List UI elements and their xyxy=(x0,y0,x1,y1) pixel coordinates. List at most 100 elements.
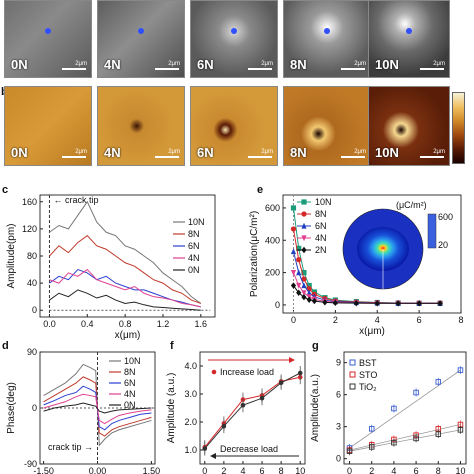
chart-c-ytick-label: 160 xyxy=(22,197,37,207)
chart-g-xtick-label: 8 xyxy=(436,466,441,474)
chart-f-xtick-label: 2 xyxy=(221,466,226,474)
panel-a-tile-10n: 10N 2μm xyxy=(368,0,450,78)
chart-e-point xyxy=(301,276,307,282)
chart-e-legend-marker xyxy=(301,222,307,229)
chart-g-fit-line xyxy=(349,424,461,451)
chart-c-xtick-label: 1.2 xyxy=(157,319,170,329)
chart-e-point xyxy=(301,290,307,296)
colorbar xyxy=(452,92,465,164)
scale-bar xyxy=(155,68,179,70)
tip-marker xyxy=(231,27,237,34)
scale-bar-label: 2μm xyxy=(261,61,273,67)
chart-g-xtick-label: 10 xyxy=(455,466,465,474)
chart-c-series-6n xyxy=(49,268,201,308)
chart-g-ylabel: Amplitude(a.u.) xyxy=(310,374,321,442)
chart-g-point xyxy=(368,426,375,432)
chart-e-xtick-label: 0 xyxy=(291,315,296,325)
chart-e-inset-min: 20 xyxy=(438,240,448,250)
chart-e-xlabel: x(μm) xyxy=(359,326,385,337)
chart-g-xtick-label: 4 xyxy=(391,466,396,474)
chart-e-point xyxy=(290,205,297,211)
tile-label: 0N xyxy=(11,57,28,72)
chart-c-series-4n xyxy=(49,268,201,308)
tile-label: 0N xyxy=(11,145,28,160)
chart-c-xlabel: x(μm) xyxy=(115,330,141,341)
chart-g-ytick-label: 9 xyxy=(336,358,341,368)
chart-e-inset-unit: (μC/m²) xyxy=(396,200,427,210)
chart-f-decrease-arrowhead xyxy=(210,453,216,459)
chart-e-legend-marker xyxy=(301,211,307,217)
scale-bar-label: 2μm xyxy=(433,149,445,155)
scale-bar xyxy=(248,156,272,158)
tip-marker xyxy=(324,27,330,34)
chart-e-legend-label: 10N xyxy=(315,197,332,207)
chart-c-xtick-label: 1.6 xyxy=(195,319,208,329)
panel-e-letter: e xyxy=(257,184,264,196)
chart-e-point xyxy=(311,297,318,305)
tile-label: 6N xyxy=(197,145,214,160)
panel-b-tile-0n: 0N 2μm xyxy=(4,86,92,166)
scale-bar-label: 2μm xyxy=(433,61,445,67)
tile-label: 8N xyxy=(290,57,307,72)
chart-e-point xyxy=(332,299,338,307)
chart-f-ytick-label: 2.0 xyxy=(184,417,197,427)
chart-e-point xyxy=(296,282,302,289)
chart-e-xtick-label: 2 xyxy=(333,315,338,325)
chart-d-ylabel: Phase(deg) xyxy=(6,382,17,434)
chart-d-xtick-label: 0.00 xyxy=(89,466,107,474)
chart-f-legend-marker xyxy=(211,369,217,375)
chart-c-ylabel: Amplitude(pm) xyxy=(6,223,17,288)
chart-e-legend-label: 4N xyxy=(315,233,327,243)
chart-c-ytick-label: 40 xyxy=(27,278,37,288)
chart-e-point xyxy=(306,282,312,289)
chart-g-xtick-label: 0 xyxy=(347,466,352,474)
chart-f-ytick-label: 4.0 xyxy=(184,361,197,371)
chart-d-ytick-label: -90 xyxy=(24,459,37,469)
panel-b-tile-4n: 4N 2μm xyxy=(97,86,185,166)
chart-e-point xyxy=(437,300,443,307)
panel-a-tile-6n: 6N 2μm xyxy=(190,0,278,78)
chart-e-ytick-label: 0 xyxy=(275,300,280,310)
chart-e-point xyxy=(306,289,312,296)
panel-d-letter: d xyxy=(2,340,9,352)
chart-e-point xyxy=(301,269,307,276)
chart-g-point xyxy=(346,448,353,454)
chart-e-legend-label: 8N xyxy=(315,209,327,219)
chart-c-series-0n xyxy=(49,289,201,311)
chart-f-increase-arrowhead xyxy=(289,357,295,363)
chart-g-legend-label: STO xyxy=(359,370,377,380)
chart-g-fit-line xyxy=(349,369,461,449)
chart-e-inset-max: 600 xyxy=(438,212,453,222)
chart-g-point xyxy=(435,379,442,385)
chart-g-xtick-label: 6 xyxy=(414,466,419,474)
chart-f-xtick-label: 8 xyxy=(279,466,284,474)
chart-e-point xyxy=(416,300,422,307)
chart-g-ytick-label: 3 xyxy=(336,422,341,432)
chart-d-legend-label: 0N xyxy=(124,400,136,410)
chart-c-xtick-label: 0.4 xyxy=(81,319,94,329)
chart-e-point xyxy=(296,269,302,276)
chart-c-annotation: ← crack tip xyxy=(53,195,98,205)
chart-e-legend-marker xyxy=(301,199,307,205)
chart-g-point xyxy=(391,439,397,446)
tip-marker xyxy=(406,27,412,34)
chart-g-frame xyxy=(343,351,467,465)
tile-label: 8N xyxy=(290,145,307,160)
chart-e-point xyxy=(374,300,380,307)
scale-bar-label: 2μm xyxy=(168,149,180,155)
chart-d-xtick-label: -1.50 xyxy=(33,466,54,474)
chart-e-legend-label: 6N xyxy=(315,221,327,231)
chart-d-legend-label: 8N xyxy=(124,367,136,377)
chart-c-ytick-label: 0 xyxy=(32,305,37,315)
chart-d-legend-label: 10N xyxy=(124,356,141,366)
chart-g-point xyxy=(457,427,464,433)
chart-c-series-8n xyxy=(49,235,201,304)
panel-g-letter: g xyxy=(312,340,319,352)
scale-bar-label: 2μm xyxy=(354,61,366,67)
chart-c-legend-label: 0N xyxy=(188,265,200,275)
scale-bar xyxy=(420,156,444,158)
chart-c-legend-label: 8N xyxy=(188,229,200,239)
chart-g-point xyxy=(413,389,419,396)
panel-a-tile-4n: 4N 2μm xyxy=(97,0,185,78)
tile-label: 4N xyxy=(104,57,121,72)
